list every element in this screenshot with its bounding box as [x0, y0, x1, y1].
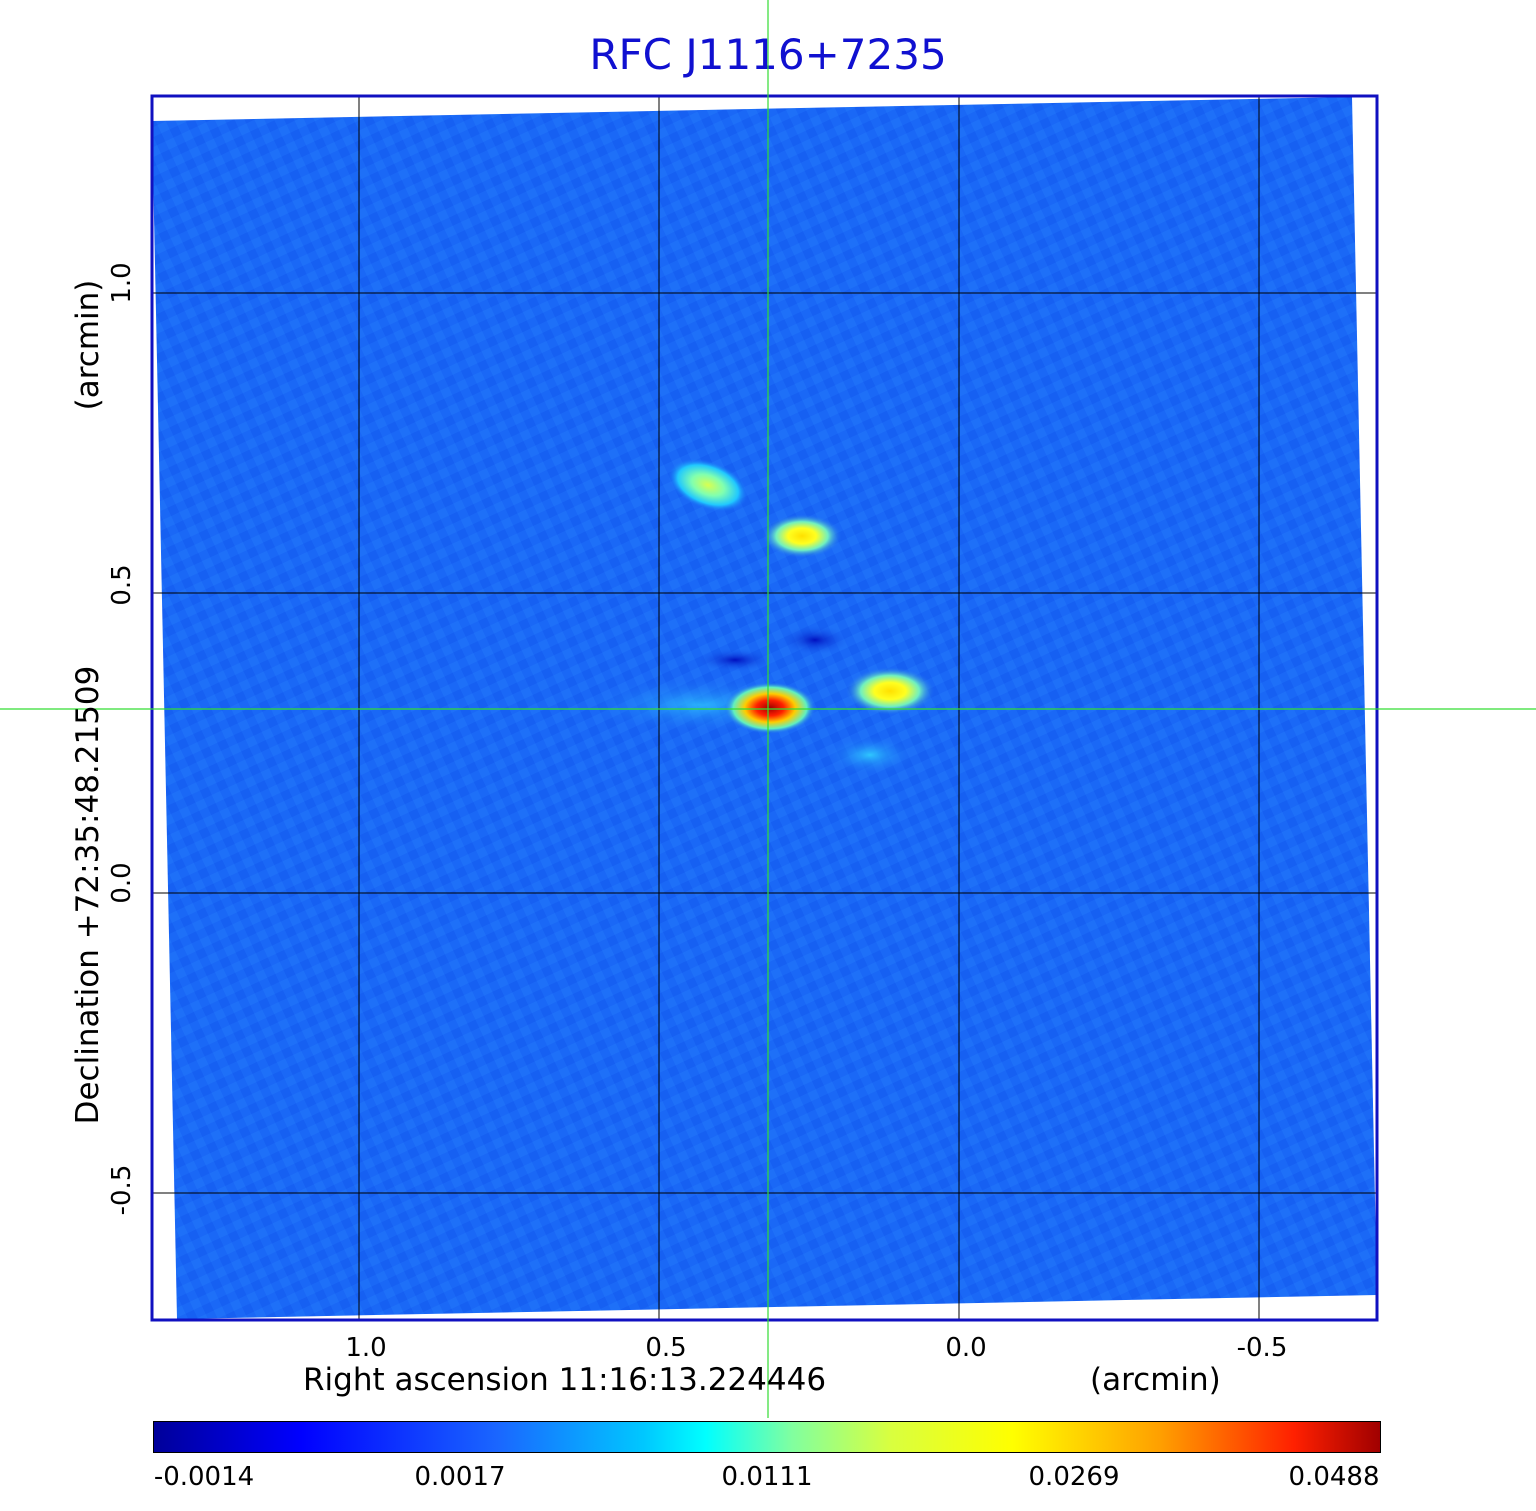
x-tick-label: 0.5 — [645, 1333, 687, 1363]
core-component — [724, 682, 816, 734]
x-axis-unit: (arcmin) — [1090, 1362, 1221, 1398]
colorbar-tick-label: 0.0488 — [1288, 1462, 1380, 1492]
colorbar-tick-label: 0.0269 — [1028, 1462, 1120, 1492]
colorbar-tick-label: 0.0111 — [721, 1462, 813, 1492]
plot-frame — [150, 94, 1379, 1322]
y-axis-unit: (arcmin) — [70, 279, 106, 411]
south-emission — [825, 735, 915, 775]
east-component — [845, 667, 935, 715]
north-component-2 — [762, 514, 842, 558]
y-tick-label: 1.0 — [107, 262, 137, 304]
y-tick-label: 0.5 — [107, 564, 137, 606]
x-tick-label: 1.0 — [345, 1333, 387, 1363]
colorbar-tick-label: -0.0014 — [153, 1462, 255, 1492]
dark-trough-1 — [780, 625, 850, 655]
y-tick-label: 0.0 — [107, 862, 137, 904]
x-tick-label: 0.0 — [945, 1333, 987, 1363]
north-component-1 — [667, 458, 749, 512]
y-tick-label: -0.5 — [107, 1164, 137, 1216]
coordinate-grid — [152, 96, 1377, 1320]
dark-trough-2 — [695, 648, 775, 672]
crosshair — [0, 0, 1536, 1418]
x-tick-label: -0.5 — [1236, 1333, 1288, 1363]
colorbar — [153, 1421, 1381, 1453]
x-axis-label: Right ascension 11:16:13.224446 — [303, 1362, 827, 1398]
y-axis-label: Declination +72:35:48.21509 — [70, 665, 106, 1125]
colorbar-tick-label: 0.0017 — [414, 1462, 506, 1492]
